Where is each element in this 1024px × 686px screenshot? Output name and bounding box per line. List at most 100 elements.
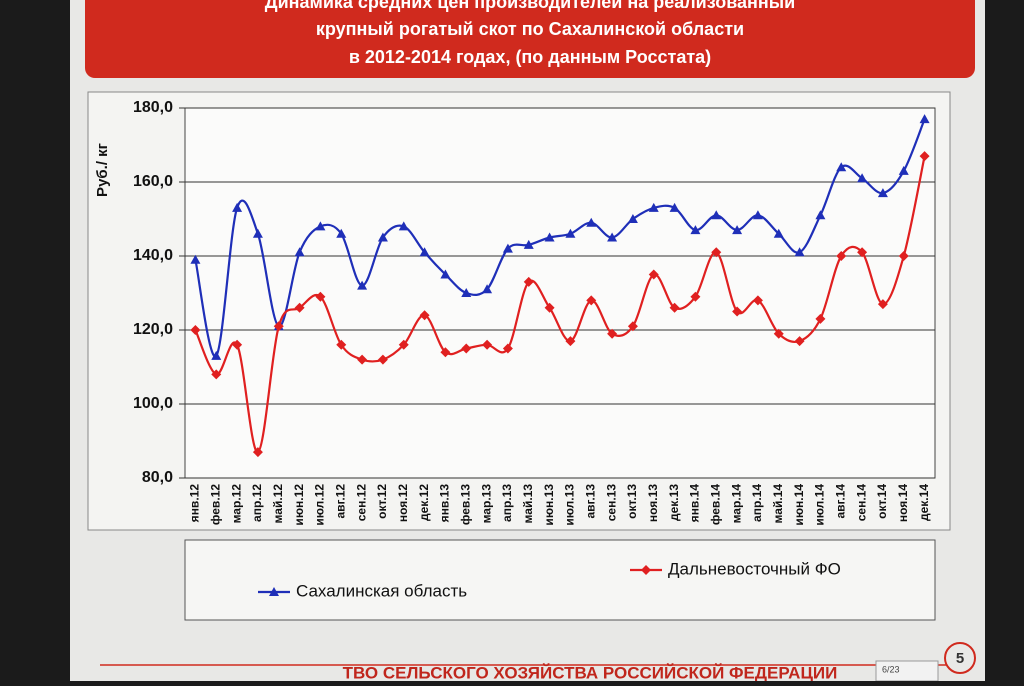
data-point <box>919 151 930 162</box>
data-point <box>752 210 763 220</box>
data-point <box>586 295 597 306</box>
data-point <box>419 310 430 321</box>
x-tick-label: апр.14 <box>750 484 764 522</box>
x-tick-label: мар.13 <box>479 484 493 524</box>
x-tick-label: июн.13 <box>542 484 556 526</box>
x-tick-label: дек.12 <box>417 484 431 521</box>
data-point <box>877 188 888 198</box>
data-point <box>252 447 263 458</box>
data-point <box>523 239 534 249</box>
x-tick-label: мар.14 <box>729 484 743 524</box>
x-tick-label: июл.13 <box>563 484 577 526</box>
x-tick-label: июл.12 <box>313 484 327 526</box>
data-point <box>690 225 701 235</box>
data-point <box>398 221 409 231</box>
legend-marker <box>269 587 279 596</box>
x-tick-label: сен.14 <box>854 484 868 522</box>
data-point <box>732 306 743 317</box>
x-tick-label: апр.13 <box>500 484 514 522</box>
data-point <box>815 313 826 324</box>
data-point <box>398 339 409 350</box>
x-tick-label: ноя.14 <box>896 484 910 522</box>
data-point <box>627 321 638 332</box>
x-tick-label: май.12 <box>271 484 285 524</box>
data-point <box>232 202 243 212</box>
data-point <box>773 328 784 339</box>
data-point <box>482 339 493 350</box>
data-point <box>502 343 513 354</box>
x-tick-label: фев.12 <box>208 484 222 525</box>
data-point <box>627 214 638 223</box>
data-point <box>211 350 222 360</box>
data-point <box>857 247 868 258</box>
data-point <box>419 247 430 257</box>
legend-label: Сахалинская область <box>296 581 467 600</box>
data-point <box>190 254 201 264</box>
x-tick-label: дек.13 <box>667 484 681 521</box>
data-point <box>377 354 388 365</box>
data-point <box>773 228 784 238</box>
y-tick-label: 80,0 <box>142 469 173 486</box>
x-tick-label: авг.12 <box>333 484 347 519</box>
data-point <box>752 295 763 306</box>
data-point <box>544 232 555 242</box>
data-point <box>669 202 680 212</box>
data-point <box>315 221 326 231</box>
x-tick-label: мар.12 <box>229 484 243 524</box>
y-tick-label: 120,0 <box>133 321 173 338</box>
data-point <box>523 276 534 287</box>
data-point <box>336 339 347 350</box>
data-point <box>357 354 368 365</box>
series-line <box>194 155 926 454</box>
y-tick-label: 160,0 <box>133 173 173 190</box>
data-point <box>461 288 472 297</box>
data-point <box>294 247 305 257</box>
legend-marker <box>641 565 651 575</box>
page-number: 5 <box>956 650 964 667</box>
x-tick-label: дек.14 <box>917 484 931 521</box>
data-point <box>482 284 493 294</box>
y-axis-label: Руб./ кг <box>94 143 111 197</box>
x-tick-label: май.14 <box>771 484 785 524</box>
data-point <box>440 347 451 358</box>
data-point <box>877 299 888 310</box>
x-tick-label: июн.12 <box>292 484 306 526</box>
data-point <box>565 336 576 347</box>
x-tick-label: окт.13 <box>625 484 639 519</box>
x-tick-label: апр.12 <box>250 484 264 522</box>
y-tick-label: 140,0 <box>133 247 173 264</box>
data-point <box>836 162 847 172</box>
y-tick-label: 100,0 <box>133 395 173 412</box>
data-point <box>898 251 909 261</box>
data-point <box>211 369 222 380</box>
data-point <box>232 339 243 350</box>
data-point <box>273 321 284 332</box>
x-tick-label: сен.12 <box>354 484 368 522</box>
data-point <box>502 243 513 253</box>
x-tick-label: фев.13 <box>458 484 472 525</box>
chart-title: Динамика средних цен производителей на р… <box>265 0 795 12</box>
x-tick-label: сен.13 <box>604 484 618 522</box>
data-point <box>648 202 659 212</box>
legend <box>184 539 936 621</box>
data-point <box>544 302 555 313</box>
x-tick-label: фев.14 <box>708 484 722 525</box>
title-banner <box>85 0 975 78</box>
data-point <box>565 228 576 238</box>
data-point <box>815 210 826 220</box>
data-point <box>857 173 868 183</box>
data-point <box>294 302 305 313</box>
data-point <box>336 228 347 238</box>
data-point <box>711 247 722 258</box>
legend-label: Дальневосточный ФО <box>668 559 841 578</box>
data-point <box>607 328 618 339</box>
data-point <box>898 165 909 175</box>
x-tick-label: окт.12 <box>375 484 389 519</box>
data-point <box>836 251 847 261</box>
footer-text: ТВО СЕЛЬСКОГО ХОЗЯЙСТВА РОССИЙСКОЙ ФЕДЕР… <box>343 663 838 681</box>
x-tick-label: окт.14 <box>875 484 889 519</box>
data-point <box>607 232 618 242</box>
x-tick-label: янв.12 <box>188 484 202 523</box>
